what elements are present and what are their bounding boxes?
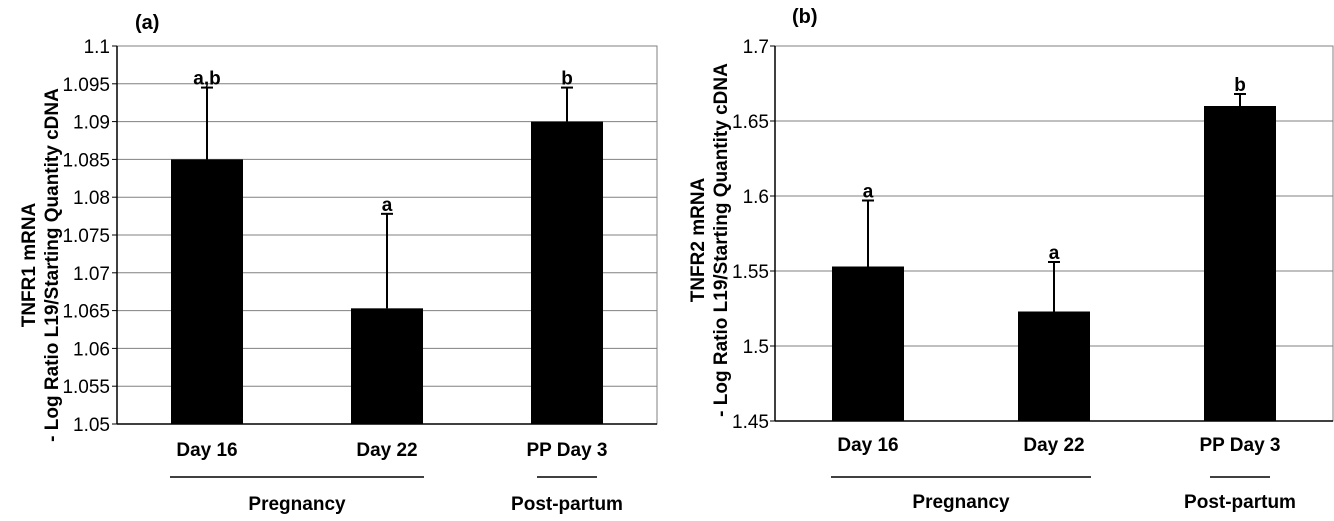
y-tick-label: 1.05 <box>73 415 110 436</box>
significance-label: b <box>1234 75 1246 96</box>
x-tick-label: PP Day 3 <box>527 440 608 461</box>
y-axis-label-a: TNFR1 mRNA - Log Ratio L19/Starting Quan… <box>19 88 63 442</box>
x-tick-label: Day 22 <box>1023 435 1084 456</box>
bar-day-22 <box>1018 311 1090 421</box>
bar-day-16 <box>171 159 243 424</box>
y-tick-label: 1.55 <box>732 262 769 283</box>
group-label: Pregnancy <box>912 492 1010 513</box>
y-tick-label: 1.45 <box>732 412 769 433</box>
y-tick-label: 1.055 <box>62 377 110 398</box>
y-tick-label: 1.5 <box>743 337 769 358</box>
y-axis-label-a-line1: TNFR1 mRNA <box>19 202 40 327</box>
bar-day-22 <box>351 308 423 424</box>
significance-label: a <box>382 195 393 216</box>
y-tick-label: 1.06 <box>73 339 110 360</box>
x-tick-label: Day 16 <box>176 440 237 461</box>
significance-label: a,b <box>193 69 220 90</box>
significance-label: a <box>1049 243 1060 264</box>
group-label: Pregnancy <box>248 494 346 515</box>
y-tick-label: 1.085 <box>62 150 110 171</box>
x-tick-label: Day 22 <box>356 440 417 461</box>
y-axis-label-b-line1: TNFR2 mRNA <box>688 177 709 302</box>
significance-label: b <box>561 69 573 90</box>
x-tick-label: PP Day 3 <box>1200 435 1281 456</box>
y-tick-label: 1.09 <box>73 113 110 134</box>
y-tick-label: 1.075 <box>62 226 110 247</box>
panel-label-b: (b) <box>792 6 818 28</box>
chart-panel-a: (a) TNFR1 mRNA - Log Ratio L19/Starting … <box>19 12 658 515</box>
y-axis-label-a-line2: - Log Ratio L19/Starting Quantity cDNA <box>42 88 63 442</box>
bar-day-16 <box>832 266 904 421</box>
y-tick-label: 1.1 <box>84 37 110 58</box>
panel-label-a: (a) <box>135 12 159 34</box>
y-tick-label: 1.07 <box>73 264 110 285</box>
group-label: Post-partum <box>1184 492 1296 513</box>
y-tick-label: 1.095 <box>62 75 110 96</box>
y-axis-label-b: TNFR2 mRNA - Log Ratio L19/Starting Quan… <box>688 63 732 417</box>
y-tick-label: 1.65 <box>732 112 769 133</box>
x-tick-label: Day 16 <box>837 435 898 456</box>
chart-panel-b: (b) TNFR2 mRNA - Log Ratio L19/Starting … <box>688 6 1334 513</box>
y-tick-label: 1.6 <box>743 187 769 208</box>
group-label: Post-partum <box>511 494 623 515</box>
bar-pp-day-3 <box>1204 106 1276 421</box>
y-axis-label-b-line2: - Log Ratio L19/Starting Quantity cDNA <box>711 63 732 417</box>
significance-label: a <box>863 182 874 203</box>
bar-pp-day-3 <box>531 121 603 424</box>
y-tick-label: 1.7 <box>743 37 769 58</box>
y-tick-label: 1.08 <box>73 188 110 209</box>
y-tick-label: 1.065 <box>62 302 110 323</box>
